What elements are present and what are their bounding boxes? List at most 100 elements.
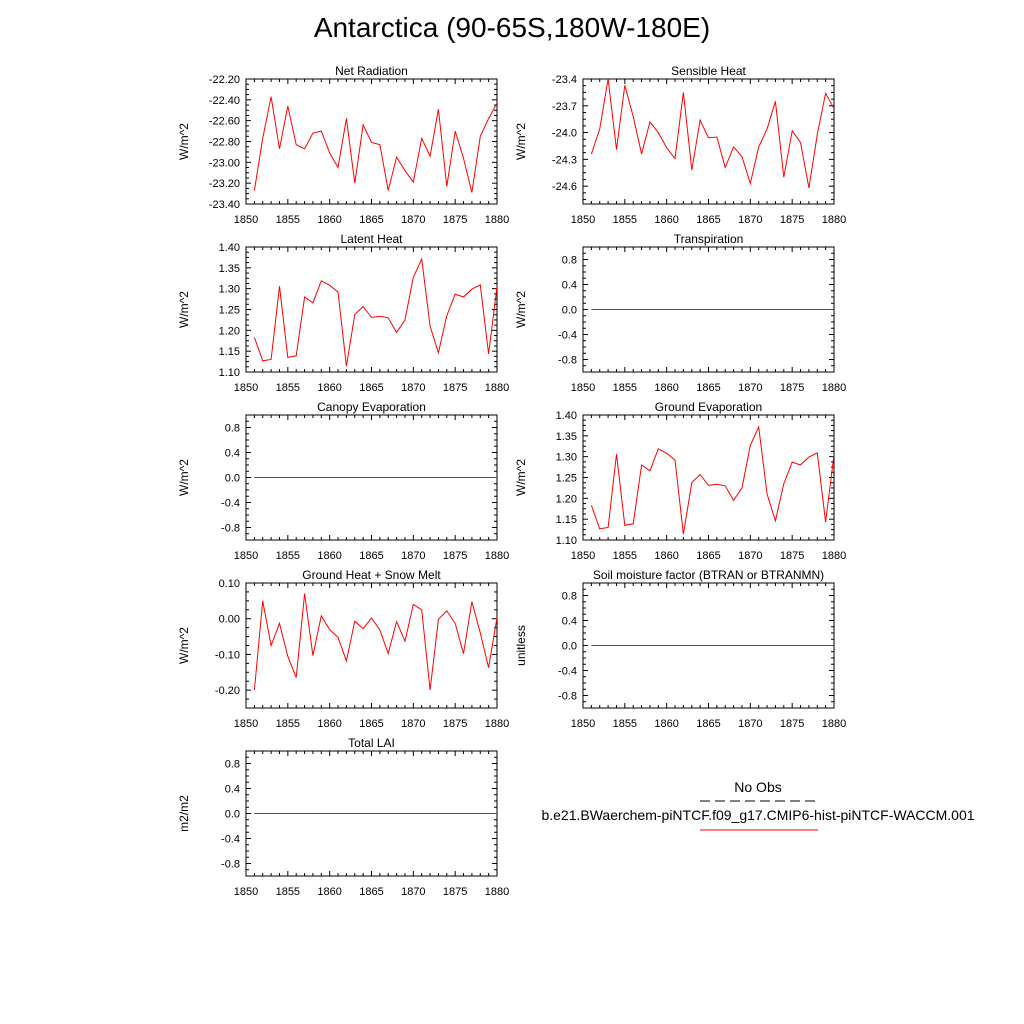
- x-tick-label: 1850: [571, 550, 595, 562]
- y-tick-label: -22.40: [209, 95, 240, 107]
- y-tick-label: 1.20: [219, 325, 240, 337]
- y-tick-label: -23.4: [552, 74, 577, 86]
- y-tick-label: 0.00: [219, 614, 240, 626]
- x-tick-label: 1870: [401, 718, 425, 730]
- x-tick-label: 1850: [234, 382, 258, 394]
- y-tick-label: -24.3: [552, 154, 577, 166]
- x-tick-label: 1850: [571, 382, 595, 394]
- x-tick-label: 1855: [276, 214, 300, 226]
- y-tick-label: 0.0: [562, 305, 577, 317]
- x-tick-label: 1865: [359, 718, 383, 730]
- x-tick-label: 1875: [780, 550, 804, 562]
- chart-panel: Transpiration W/m^2 1850 1855 1860 1865 1870 18…: [514, 232, 846, 394]
- x-tick-label: 1875: [443, 214, 467, 226]
- y-tick-label: 0.0: [225, 473, 240, 485]
- y-tick-label: -23.40: [209, 199, 240, 211]
- y-tick-label: 0.4: [562, 280, 577, 292]
- x-tick-label: 1870: [738, 382, 762, 394]
- y-tick-label: -23.00: [209, 157, 240, 169]
- x-tick-label: 1870: [738, 718, 762, 730]
- y-tick-label: 1.10: [219, 367, 240, 379]
- x-tick-label: 1875: [780, 214, 804, 226]
- chart-title: Canopy Evaporation: [317, 400, 426, 414]
- x-tick-label: 1880: [485, 214, 509, 226]
- x-tick-label: 1860: [317, 718, 341, 730]
- y-tick-label: 1.40: [219, 242, 240, 254]
- y-tick-label: -0.8: [221, 859, 240, 871]
- chart-title: Net Radiation: [335, 64, 408, 78]
- page-title: Antarctica (90-65S,180W-180E): [313, 12, 711, 43]
- y-axis-label: W/m^2: [514, 459, 528, 496]
- x-tick-label: 1860: [654, 382, 678, 394]
- y-tick-label: -0.8: [221, 523, 240, 535]
- y-tick-label: 0.0: [562, 641, 577, 653]
- y-tick-label: 0.8: [562, 255, 577, 267]
- x-tick-label: 1855: [276, 886, 300, 898]
- y-axis-label: W/m^2: [177, 459, 191, 496]
- chart-title: Latent Heat: [340, 232, 403, 246]
- x-tick-label: 1860: [317, 550, 341, 562]
- y-tick-label: 1.15: [556, 514, 577, 526]
- chart-title: Ground Evaporation: [655, 400, 762, 414]
- x-tick-label: 1865: [359, 886, 383, 898]
- x-tick-label: 1865: [696, 718, 720, 730]
- x-tick-label: 1875: [443, 718, 467, 730]
- y-tick-label: -24.6: [552, 181, 577, 193]
- legend: No Obs b.e21.BWaerchem-piNTCF.f09_g17.CMI…: [541, 779, 975, 831]
- y-tick-label: -0.4: [558, 666, 577, 678]
- series-line: [590, 425, 834, 535]
- x-tick-label: 1880: [485, 550, 509, 562]
- x-tick-label: 1860: [317, 886, 341, 898]
- x-tick-label: 1865: [696, 550, 720, 562]
- y-tick-label: 0.0: [225, 809, 240, 821]
- y-tick-label: -0.10: [215, 649, 240, 661]
- y-tick-label: 1.35: [556, 431, 577, 443]
- legend-case-label: b.e21.BWaerchem-piNTCF.f09_g17.CMIP6-his…: [541, 807, 974, 823]
- series-line: [253, 593, 497, 691]
- x-tick-label: 1860: [317, 382, 341, 394]
- chart-panel: Ground Evaporation W/m^2 1850 1855 1860 1865 1…: [514, 400, 846, 562]
- x-tick-label: 1860: [654, 550, 678, 562]
- y-axis-label: W/m^2: [514, 123, 528, 160]
- x-tick-label: 1860: [654, 718, 678, 730]
- y-tick-label: 0.4: [225, 784, 240, 796]
- x-tick-label: 1865: [359, 214, 383, 226]
- y-tick-label: -24.0: [552, 128, 577, 140]
- y-tick-label: 1.10: [556, 535, 577, 547]
- y-tick-label: 0.4: [225, 448, 240, 460]
- x-tick-label: 1855: [276, 718, 300, 730]
- x-tick-label: 1870: [401, 382, 425, 394]
- y-tick-label: -0.4: [221, 834, 240, 846]
- chart-panel: Sensible Heat W/m^2 1850 1855 1860 1865 1870 18…: [514, 64, 846, 226]
- y-tick-label: -22.60: [209, 116, 240, 128]
- y-axis-label: W/m^2: [177, 627, 191, 664]
- y-tick-label: 1.40: [556, 410, 577, 422]
- y-tick-label: 0.10: [219, 578, 240, 590]
- x-tick-label: 1880: [822, 382, 846, 394]
- y-tick-label: 1.30: [556, 452, 577, 464]
- x-tick-label: 1870: [738, 214, 762, 226]
- y-tick-label: -0.8: [558, 355, 577, 367]
- x-tick-label: 1860: [317, 214, 341, 226]
- x-tick-label: 1880: [485, 718, 509, 730]
- y-tick-label: 1.25: [556, 473, 577, 485]
- x-tick-label: 1855: [613, 718, 637, 730]
- plot-frame: [582, 78, 835, 205]
- x-tick-label: 1850: [234, 718, 258, 730]
- chart-panel: Ground Heat + Snow Melt W/m^2 1850 1855 1860…: [177, 568, 509, 730]
- y-tick-label: -0.8: [558, 691, 577, 703]
- x-tick-label: 1875: [780, 382, 804, 394]
- y-tick-label: 1.25: [219, 305, 240, 317]
- series-line: [590, 79, 834, 188]
- chart-panel: Net Radiation W/m^2 1850 1855 1860 1865 1870 18…: [177, 64, 509, 226]
- chart-title: Total LAI: [348, 736, 395, 750]
- plot-frame: [245, 582, 498, 709]
- y-axis-label: m2/m2: [177, 795, 191, 832]
- chart-title: Sensible Heat: [671, 64, 746, 78]
- x-tick-label: 1865: [696, 382, 720, 394]
- x-tick-label: 1855: [613, 382, 637, 394]
- x-tick-label: 1860: [654, 214, 678, 226]
- x-tick-label: 1875: [443, 550, 467, 562]
